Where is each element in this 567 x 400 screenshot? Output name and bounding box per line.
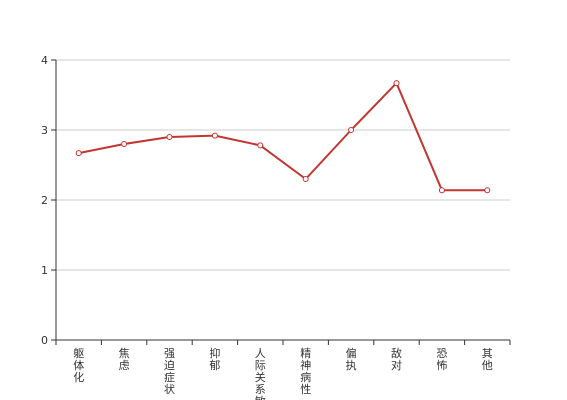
data-point [75, 150, 82, 157]
y-axis-ticks: 0 1 2 3 4 [41, 54, 56, 347]
x-tick-label: 人际关系敏感 [255, 347, 266, 400]
x-tick-label: 精神病性 [300, 347, 311, 396]
data-point [302, 176, 309, 182]
x-tick-label: 敌对 [391, 346, 402, 372]
x-tick-label: 抑郁 [209, 346, 220, 372]
x-tick-label: 恐怖 [436, 347, 447, 372]
data-point [438, 187, 445, 194]
data-point [484, 187, 491, 194]
grid-lines [56, 59, 510, 271]
y-tick-label: 0 [41, 334, 48, 347]
x-tick-label: 偏执 [346, 346, 357, 372]
x-axis-ticks: 躯体化 焦虑 强迫症状 抑郁 人际关系敏感 精神病性 偏执 敌对 恐怖 其他 [55, 340, 511, 400]
x-tick-label: 焦虑 [119, 347, 130, 372]
data-point [211, 132, 218, 139]
x-tick-label: 其他 [482, 347, 493, 372]
data-point [348, 127, 355, 133]
data-point [166, 134, 173, 140]
data-point [393, 80, 400, 87]
x-tick-label: 强迫症状 [164, 347, 175, 396]
y-tick-label: 4 [41, 54, 48, 67]
y-tick-label: 2 [41, 194, 48, 207]
series-line [78, 82, 488, 192]
y-tick-label: 1 [41, 264, 48, 277]
y-tick-label: 3 [41, 124, 48, 137]
x-tick-label: 躯体化 [73, 347, 84, 384]
data-point [121, 141, 128, 147]
series-group [75, 80, 491, 194]
data-point [257, 142, 264, 149]
